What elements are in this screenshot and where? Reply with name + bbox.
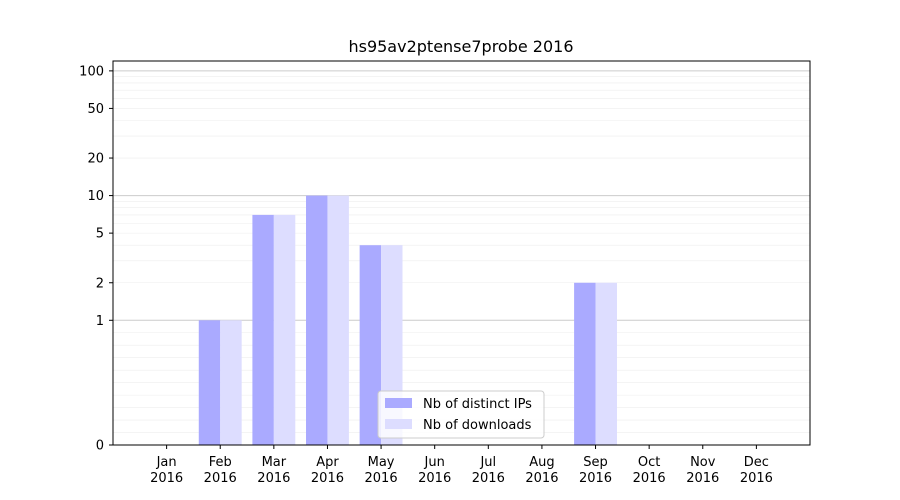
y-axis: 0 1 2 5 10 20 50 100 xyxy=(79,64,113,454)
y-tick-label: 50 xyxy=(87,102,104,117)
bar-distinct-ips-mar xyxy=(252,214,274,445)
y-tick-label: 100 xyxy=(79,64,104,79)
x-tick-label-year: 2016 xyxy=(311,471,344,486)
legend-swatch-distinct-ips xyxy=(385,398,412,408)
bar-distinct-ips-may xyxy=(359,245,382,445)
x-tick-label-month: Feb xyxy=(209,455,232,470)
x-tick-label-month: Dec xyxy=(744,455,769,470)
x-tick-label-month: Jun xyxy=(424,455,445,470)
y-tick-label: 10 xyxy=(87,189,104,204)
x-tick-label-year: 2016 xyxy=(472,471,505,486)
x-tick-label-month: Mar xyxy=(262,455,287,470)
bar-distinct-ips-feb xyxy=(198,320,221,445)
bar-downloads-sep xyxy=(595,282,617,445)
bar-distinct-ips-sep xyxy=(574,282,596,445)
bars xyxy=(198,195,617,445)
y-tick-label: 20 xyxy=(87,152,104,167)
x-tick-label-month: Aug xyxy=(529,455,554,470)
x-tick-label-month: Jul xyxy=(479,455,496,470)
x-tick-label-year: 2016 xyxy=(418,471,451,486)
y-tick-label: 2 xyxy=(96,276,104,291)
x-tick-label-year: 2016 xyxy=(150,471,183,486)
x-tick-label-year: 2016 xyxy=(686,471,719,486)
legend-frame xyxy=(377,390,545,439)
x-tick-label-year: 2016 xyxy=(525,471,558,486)
x-tick-label-year: 2016 xyxy=(365,471,398,486)
chart-title: hs95av2ptense7probe 2016 xyxy=(348,37,573,56)
x-tick-label-month: Oct xyxy=(638,455,660,470)
bar-distinct-ips-apr xyxy=(306,195,328,445)
x-tick-label-month: Nov xyxy=(690,455,716,470)
x-tick-label-year: 2016 xyxy=(257,471,290,486)
bar-downloads-feb xyxy=(220,320,242,445)
x-tick-label-month: May xyxy=(368,455,395,470)
x-tick-label-year: 2016 xyxy=(579,471,612,486)
x-tick-label-year: 2016 xyxy=(633,471,666,486)
legend-label-downloads: Nb of downloads xyxy=(423,418,532,433)
bar-downloads-mar xyxy=(273,214,296,445)
legend-swatch-downloads xyxy=(385,419,412,429)
plot-area-frame xyxy=(112,60,811,446)
x-tick-label-month: Jan xyxy=(156,455,177,470)
legend: Nb of distinct IPs Nb of downloads xyxy=(377,390,545,439)
bar-downloads-apr xyxy=(327,195,349,445)
y-tick-label: 0 xyxy=(96,439,104,454)
x-axis: Jan2016Feb2016Mar2016Apr2016May2016Jun20… xyxy=(150,445,773,486)
y-tick-label: 5 xyxy=(96,227,104,242)
x-tick-label-year: 2016 xyxy=(740,471,773,486)
legend-label-distinct-ips: Nb of distinct IPs xyxy=(423,397,532,412)
x-tick-label-month: Sep xyxy=(583,455,608,470)
x-tick-label-year: 2016 xyxy=(204,471,237,486)
x-tick-label-month: Apr xyxy=(316,455,339,470)
y-tick-label: 1 xyxy=(96,314,104,329)
